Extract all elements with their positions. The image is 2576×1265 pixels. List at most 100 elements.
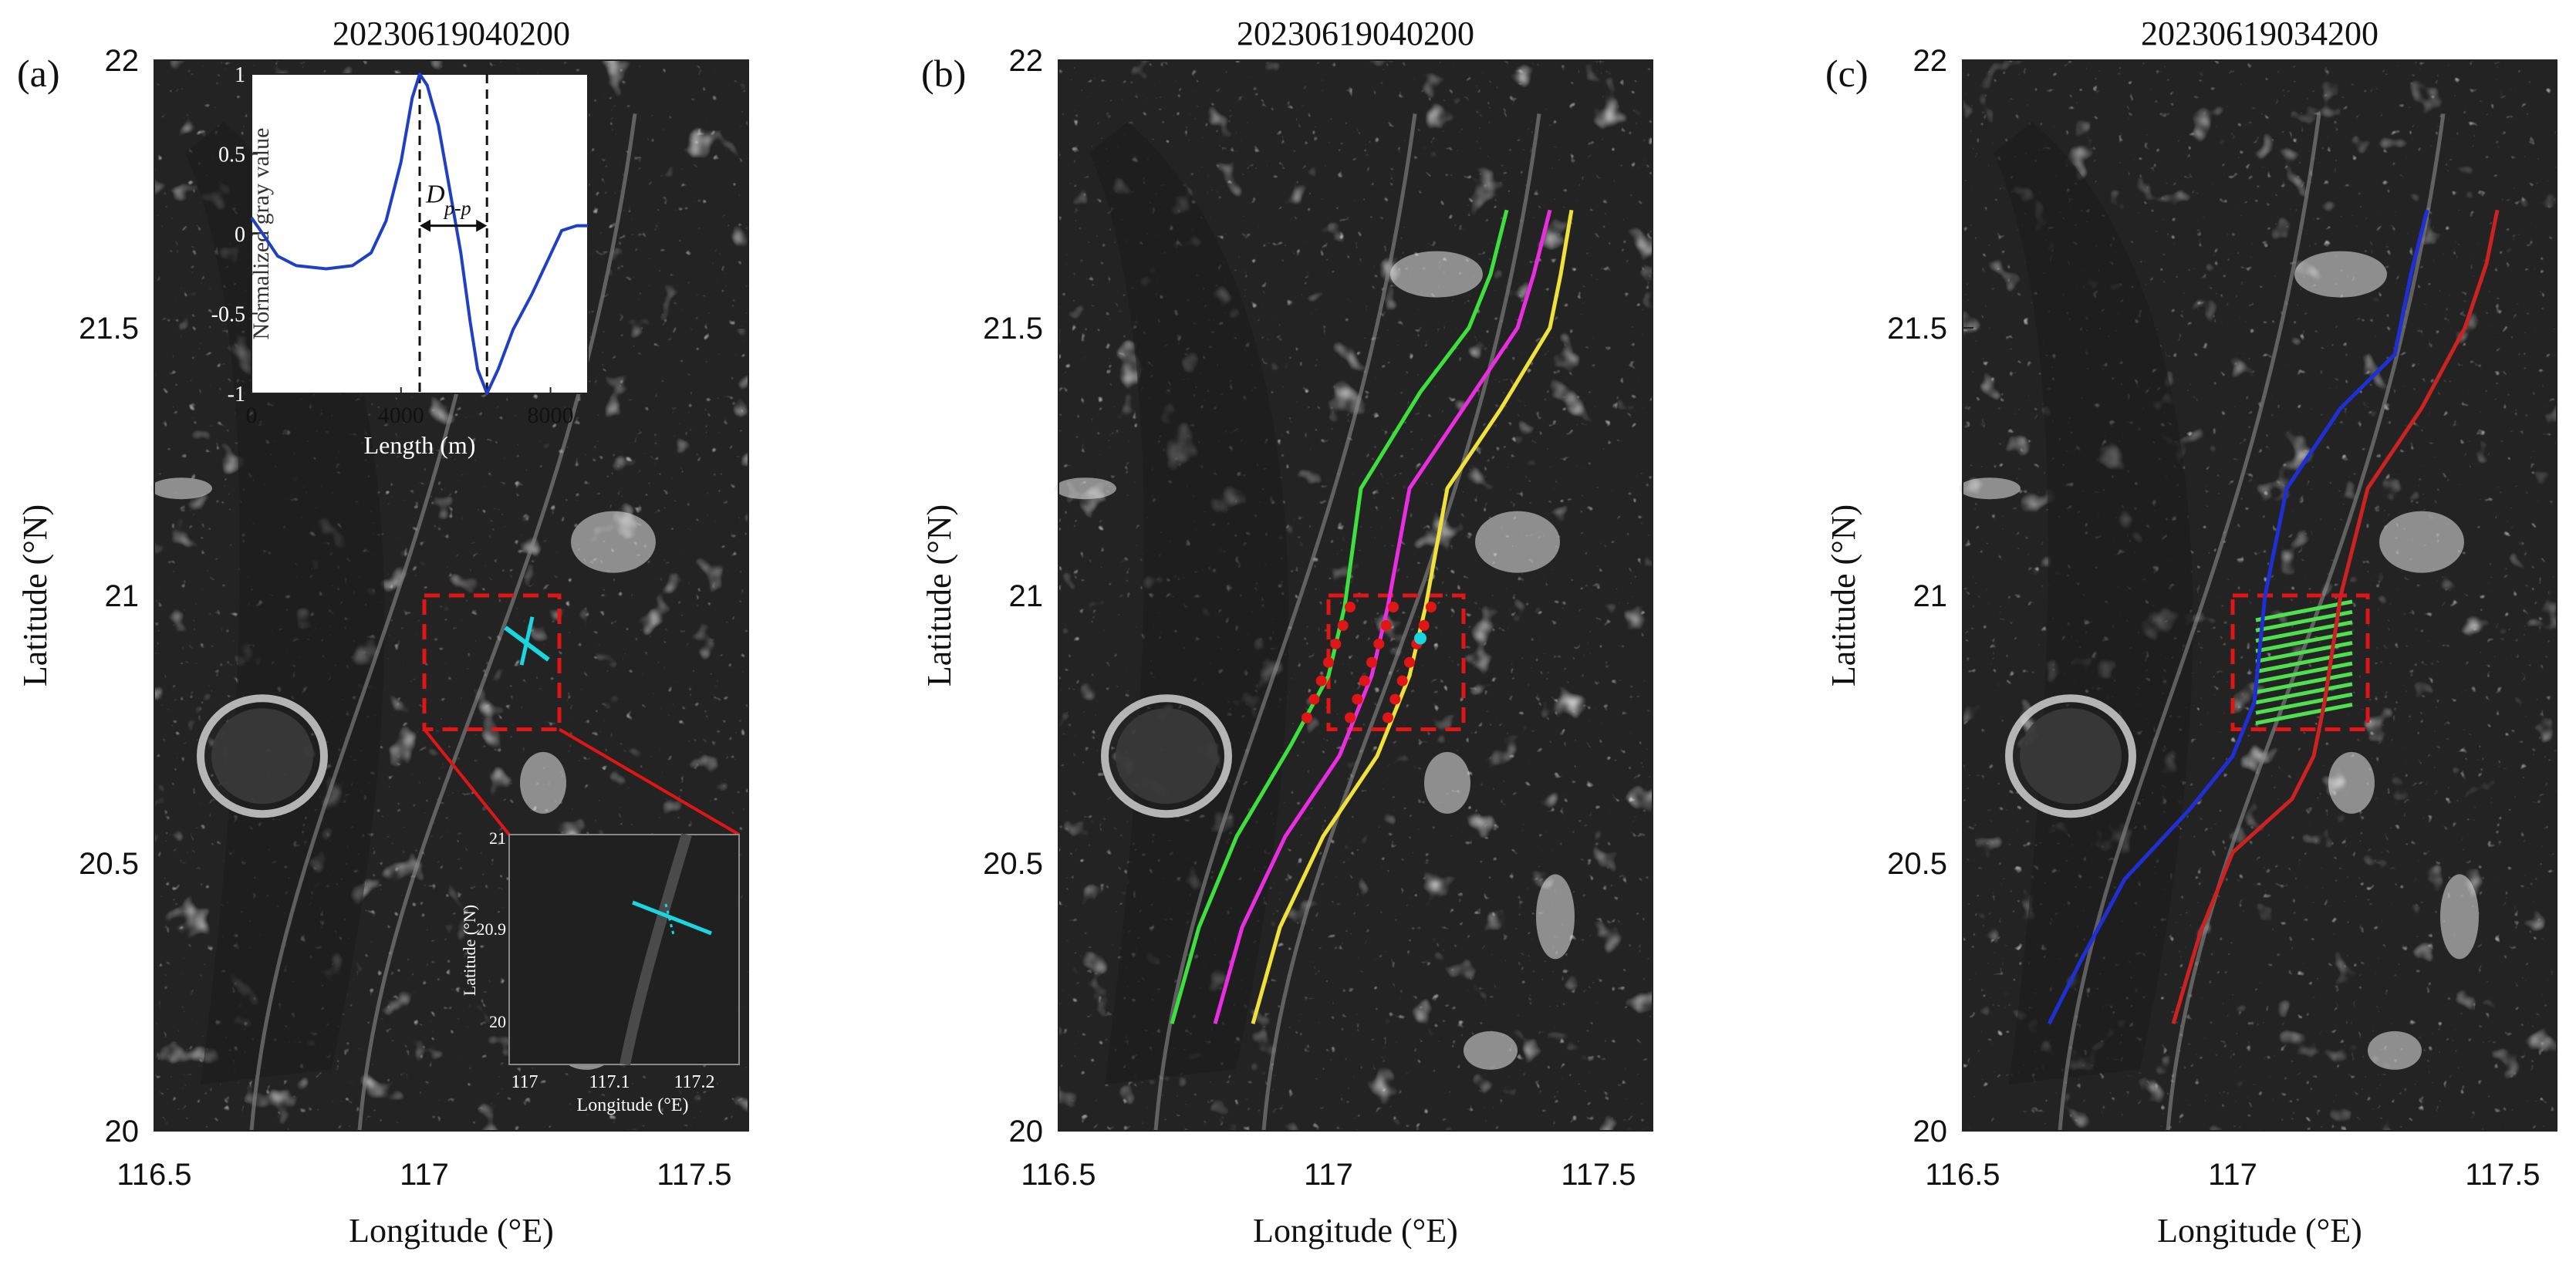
transect-hatch-line <box>2255 651 2353 674</box>
front-marker-dot <box>1359 675 1370 686</box>
panel-title: 20230619040200 <box>1237 15 1474 52</box>
transect-hatch-line <box>2255 682 2353 705</box>
y-tick-label: 21 <box>1009 579 1044 613</box>
y-tick-label: 20 <box>1913 1115 1948 1149</box>
transect-cross <box>519 616 535 666</box>
profile-x-tick-label: 0 <box>246 403 258 428</box>
zoom-y-axis-label: Latitude (°N) <box>460 905 479 996</box>
dark-water-band <box>1089 122 1289 1085</box>
bright-cloud-patch <box>2368 1031 2422 1070</box>
x-tick-label: 117.5 <box>657 1158 731 1192</box>
bright-cloud-patch <box>1390 251 1483 298</box>
transect-hatch-line <box>2255 640 2353 663</box>
front-marker-dot <box>1337 619 1349 631</box>
panels-layer: 20230619040200 (a) 116.5 117 117.5 20 20.5 21 21… <box>16 15 2557 1250</box>
front-marker-dot <box>1380 619 1392 631</box>
zoom-x-tick-label: 117.1 <box>589 1072 630 1092</box>
panel-label: (b) <box>921 52 966 95</box>
y-tick-label: 21.5 <box>79 312 139 346</box>
zoom-y-tick-label: 21 <box>489 828 506 848</box>
wave-streak <box>357 113 637 1132</box>
front-marker-dot <box>1366 656 1377 668</box>
x-tick-label: 116.5 <box>1021 1158 1096 1192</box>
wave-streak <box>2058 113 2321 1132</box>
y-tick-label: 21 <box>1913 579 1948 613</box>
front-marker-dot <box>1302 712 1312 724</box>
dpp-arrow-head-left <box>420 219 430 232</box>
bright-cloud-patch <box>150 477 212 500</box>
bright-cloud-patch <box>1536 874 1575 960</box>
front-marker-dot <box>1373 638 1385 649</box>
profile-y-tick-label: 1 <box>235 63 245 87</box>
y-tick-label: 20 <box>1009 1115 1044 1149</box>
transect-hatch-line <box>2255 703 2353 725</box>
y-tick-label: 20.5 <box>983 847 1043 881</box>
dpp-arrow-head-right <box>476 219 488 232</box>
series-line-front-1 <box>1170 209 1509 1024</box>
wave-streak <box>1153 113 1417 1132</box>
profile-y-tick-label: -0.5 <box>211 303 245 327</box>
atoll-lagoon <box>2020 708 2122 805</box>
front-marker-dot <box>1388 602 1399 612</box>
bright-cloud-patch <box>1464 1031 1518 1070</box>
y-tick-label: 21.5 <box>1887 312 1947 346</box>
zoom-x-tick-label: 117 <box>511 1072 538 1092</box>
wave-streak <box>2166 113 2446 1132</box>
front-marker-dot <box>1345 712 1356 724</box>
bright-cloud-patch <box>1424 751 1470 814</box>
zoom-transect-line <box>632 900 712 936</box>
x-tick-label: 117 <box>400 1158 449 1192</box>
profile-y-tick-label: -1 <box>228 383 245 406</box>
x-tick-label: 117.5 <box>2465 1158 2540 1192</box>
profile-y-tick-label: 0.5 <box>218 143 245 167</box>
bright-cloud-patch <box>520 751 566 814</box>
y-tick-label: 22 <box>1009 44 1044 78</box>
panel-title: 20230619034200 <box>2141 15 2378 52</box>
y-tick-label: 21 <box>105 579 140 613</box>
x-tick-label: 117 <box>1304 1158 1353 1192</box>
front-marker-dot <box>1308 693 1320 705</box>
bright-cloud-patch <box>1055 477 1116 500</box>
x-axis-label: Longitude (°E) <box>1253 1212 1458 1250</box>
front-marker-dot <box>1426 602 1437 612</box>
y-axis-label: Latitude (°N) <box>16 504 54 686</box>
bright-cloud-patch <box>2440 874 2479 960</box>
y-tick-label: 22 <box>105 44 140 78</box>
x-tick-label: 117.5 <box>1561 1158 1636 1192</box>
x-tick-label: 116.5 <box>116 1158 191 1192</box>
zoom-x-tick-label: 117.2 <box>674 1072 714 1092</box>
front-marker-dot <box>1396 675 1408 686</box>
bright-cloud-patch <box>2328 751 2375 814</box>
series-line-front-3 <box>1251 209 1574 1024</box>
bright-cloud-patch <box>1959 477 2021 500</box>
panel-a: 20230619040200 (a) 116.5 117 117.5 20 20.5 21 21… <box>16 15 749 1250</box>
y-tick-label: 20.5 <box>79 847 139 881</box>
series-line-front-red <box>2171 209 2500 1024</box>
panel-c: 20230619034200 (c) 116.5 117 117.5 20 20.5 21 21… <box>1825 15 2557 1250</box>
x-axis-label: Longitude (°E) <box>2157 1212 2362 1250</box>
atoll-ring <box>1101 694 1232 818</box>
front-marker-dot <box>1352 693 1363 705</box>
zoom-inset-streak <box>620 832 692 1066</box>
x-axis-label: Longitude (°E) <box>349 1212 554 1250</box>
front-marker-dot <box>1418 619 1430 631</box>
y-axis-label: Latitude (°N) <box>920 504 958 686</box>
panel-label: (a) <box>17 52 60 95</box>
bright-cloud-patch <box>2379 511 2464 573</box>
y-axis-label: Latitude (°N) <box>1825 504 1862 686</box>
y-tick-label: 20 <box>105 1115 140 1149</box>
transect-hatch-line <box>2255 671 2353 694</box>
series-line-front-blue <box>2047 209 2429 1025</box>
transect-hatch-line <box>2255 599 2353 622</box>
front-marker-dot <box>1345 602 1356 612</box>
bright-cloud-patch <box>2294 251 2387 298</box>
zoom-connector <box>423 728 511 836</box>
front-marker-dot <box>1383 712 1393 724</box>
zoom-x-axis-label: Longitude (°E) <box>577 1095 689 1115</box>
dpp-annotation-subscript: p-p <box>443 197 471 220</box>
front-marker-dot <box>1323 656 1334 668</box>
zoom-connector <box>558 727 741 836</box>
transect-hatch-line <box>2255 692 2353 715</box>
profile-x-tick-label: 8000 <box>528 403 574 428</box>
panel-label: (c) <box>1825 52 1869 95</box>
